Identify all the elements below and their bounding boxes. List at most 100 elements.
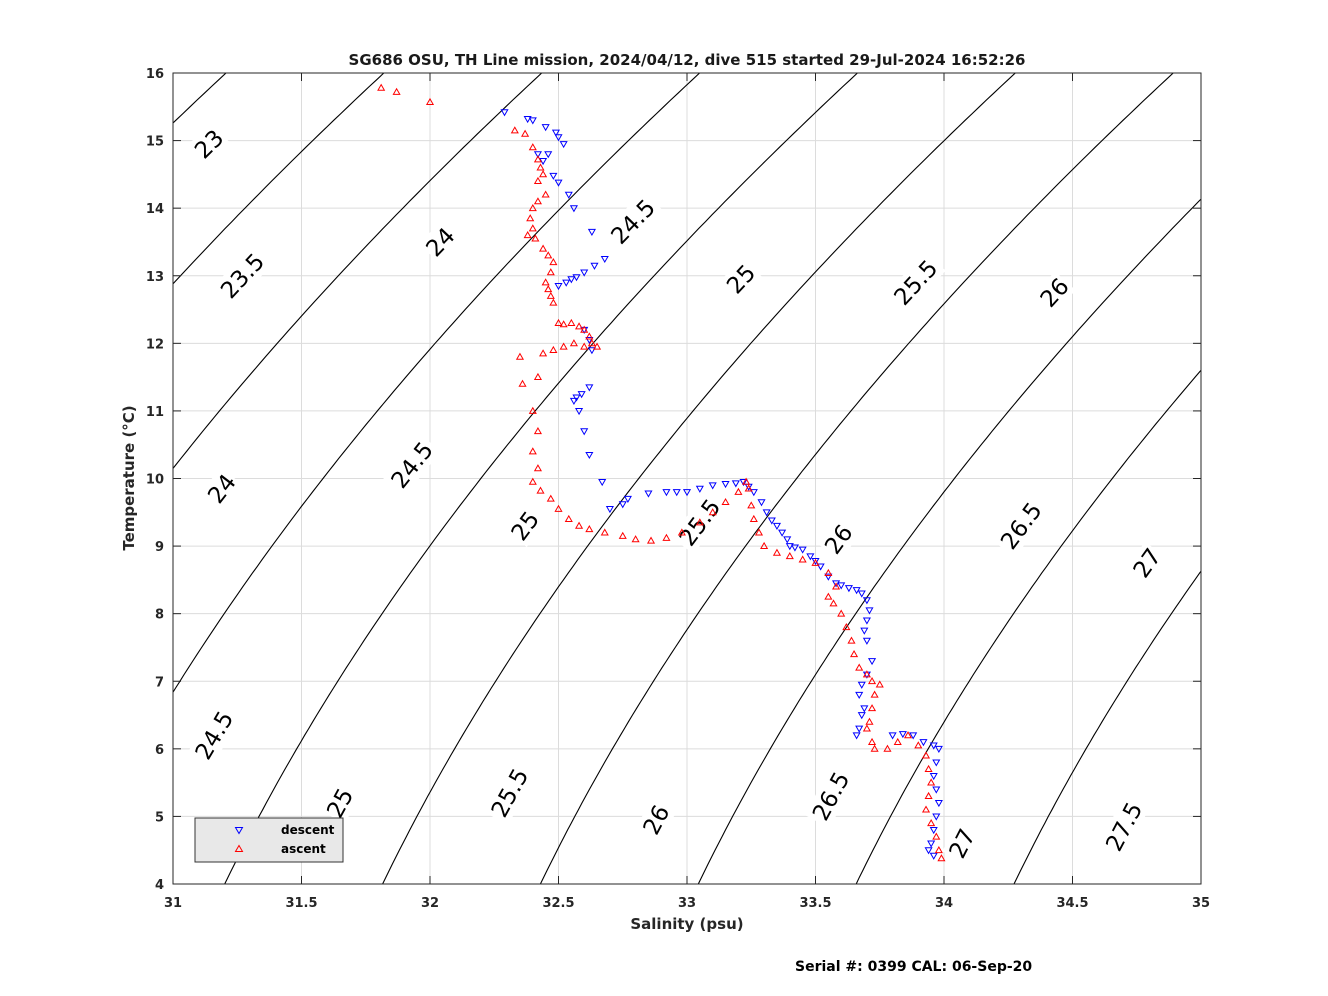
descent-point xyxy=(798,546,807,554)
ascent-point xyxy=(744,484,753,492)
descent-point xyxy=(605,506,614,514)
y-tick-label: 5 xyxy=(155,810,164,825)
series-descent xyxy=(500,109,943,860)
descent-point xyxy=(898,731,907,739)
descent-point xyxy=(855,725,864,733)
y-tick-label: 9 xyxy=(155,540,164,555)
x-tick-label: 32.5 xyxy=(542,896,574,911)
descent-point xyxy=(600,255,609,264)
descent-point xyxy=(539,157,548,166)
ascent-point xyxy=(747,501,756,509)
descent-point xyxy=(554,179,563,187)
descent-point xyxy=(580,428,589,436)
descent-point xyxy=(590,262,599,270)
contour-label-gap xyxy=(187,703,241,768)
descent-point xyxy=(860,705,869,713)
ascent-point xyxy=(541,190,550,198)
x-tick-label: 33.5 xyxy=(799,896,831,911)
isopycnal-26 xyxy=(539,73,1175,884)
contour-label-gap xyxy=(187,122,231,166)
descent-point xyxy=(577,391,586,399)
ascent-point xyxy=(772,548,782,556)
ascent-point xyxy=(677,528,686,536)
descent-point xyxy=(767,517,776,525)
ascent-point xyxy=(425,97,435,105)
ascent-point xyxy=(708,508,717,516)
ascent-point xyxy=(528,224,537,232)
descent-point xyxy=(831,580,841,588)
ascent-point xyxy=(849,650,859,658)
contour-label-gap xyxy=(200,467,243,510)
descent-point xyxy=(865,607,874,615)
ascent-point xyxy=(549,298,558,306)
x-axis-label: Salinity (psu) xyxy=(630,915,743,933)
contour-label-gap xyxy=(817,518,860,561)
ascent-point xyxy=(531,234,540,242)
ascent-point xyxy=(580,325,589,333)
descent-point xyxy=(929,852,938,860)
descent-point xyxy=(857,681,866,689)
legend: descent ascent xyxy=(194,817,344,863)
x-tick-label: 33 xyxy=(678,896,696,911)
descent-point xyxy=(695,485,704,493)
ascent-point xyxy=(539,244,548,252)
isopycnal-25.5 xyxy=(381,73,1017,884)
descent-point xyxy=(564,191,573,199)
ascent-point xyxy=(536,486,545,494)
descent-point xyxy=(837,582,846,590)
x-tick-label: 35 xyxy=(1192,896,1210,911)
contour-label-gap xyxy=(320,782,360,824)
ascent-point xyxy=(618,531,627,539)
ascent-point xyxy=(574,521,584,529)
y-tick-label: 6 xyxy=(155,743,164,758)
ascent-point xyxy=(855,663,864,671)
ascent-point xyxy=(893,737,902,745)
descent-point xyxy=(806,553,815,561)
x-tick-label: 31 xyxy=(164,896,182,911)
y-tick-label: 7 xyxy=(155,675,164,690)
ascent-point xyxy=(585,332,594,340)
contour-label-gap xyxy=(212,245,273,307)
ascent-point xyxy=(742,477,751,485)
ascent-point xyxy=(533,197,543,205)
ascent-point xyxy=(831,582,841,590)
y-tick-label: 8 xyxy=(155,608,164,623)
descent-point xyxy=(580,269,589,277)
contour-label-gap xyxy=(383,433,441,497)
ascent-point xyxy=(924,764,933,773)
descent-point xyxy=(569,397,578,405)
descent-point xyxy=(572,274,581,282)
ascent-point xyxy=(539,170,548,178)
descent-point xyxy=(844,585,853,593)
descent-point xyxy=(934,745,943,754)
ascent-point xyxy=(903,731,913,739)
ascent-point xyxy=(824,592,833,600)
descent-point xyxy=(924,847,933,855)
descent-point xyxy=(934,800,943,808)
descent-point xyxy=(585,337,594,345)
ascent-point xyxy=(924,791,933,800)
descent-point xyxy=(500,109,509,117)
descent-point xyxy=(662,489,671,497)
ascent-point xyxy=(760,541,769,549)
ascent-point xyxy=(528,406,537,414)
descent-point xyxy=(739,478,748,487)
descent-point xyxy=(551,129,560,137)
descent-point xyxy=(867,658,877,666)
ascent-point xyxy=(533,426,543,435)
y-tick-label: 4 xyxy=(155,878,164,893)
descent-point xyxy=(857,712,866,720)
descent-point xyxy=(572,394,581,402)
descent-point xyxy=(857,590,866,598)
descent-point xyxy=(554,282,563,291)
y-tick-label: 13 xyxy=(146,270,164,285)
ascent-point xyxy=(875,680,884,688)
legend-ascent-label: ascent xyxy=(281,842,326,856)
descent-point xyxy=(785,543,794,551)
contour-label-gap xyxy=(1033,271,1076,314)
descent-point xyxy=(749,489,758,497)
x-tick-label: 34.5 xyxy=(1056,896,1088,911)
ascent-point xyxy=(631,535,640,543)
serial-calibration-note: Serial #: 0399 CAL: 06-Sep-20 xyxy=(795,959,1032,975)
